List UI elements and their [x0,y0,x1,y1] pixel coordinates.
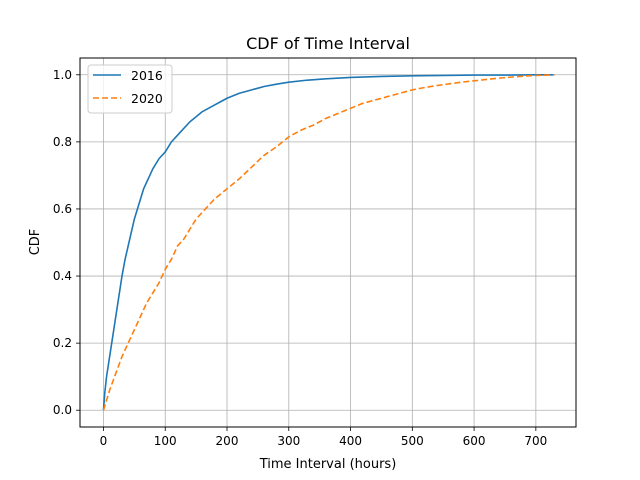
x-tick-label: 500 [401,434,424,448]
y-tick-label: 0.0 [53,403,72,417]
y-tick-label: 0.4 [53,269,72,283]
y-tick-label: 1.0 [53,68,72,82]
legend-box [87,64,173,114]
axes-frame [79,57,577,428]
x-tick-label: 400 [339,434,362,448]
x-axis-label: Time Interval (hours) [259,457,397,472]
legend-label-2016: 2016 [131,68,163,83]
chart-title: CDF of Time Interval [246,34,410,53]
series-line-2020 [102,73,555,411]
x-tick-label: 600 [463,434,486,448]
series-line-2016 [102,73,555,411]
x-tick-label: 0 [100,434,108,448]
y-tick-label: 0.6 [53,202,72,216]
y-axis-label: CDF [28,229,43,256]
ticks: 0 100 200 300 400 500 600 700 0.0 0.2 0.4 0.6 0.8 1.0 [53,68,547,448]
legend: 2016 2020 [87,64,173,114]
y-tick-label: 0.2 [53,336,72,350]
grid [80,58,576,427]
x-tick-label: 200 [216,434,239,448]
x-tick-label: 700 [524,434,547,448]
series-group [102,73,555,411]
legend-label-2020: 2020 [131,91,163,106]
x-tick-label: 300 [277,434,300,448]
x-tick-label: 100 [154,434,177,448]
y-tick-label: 0.8 [53,135,72,149]
